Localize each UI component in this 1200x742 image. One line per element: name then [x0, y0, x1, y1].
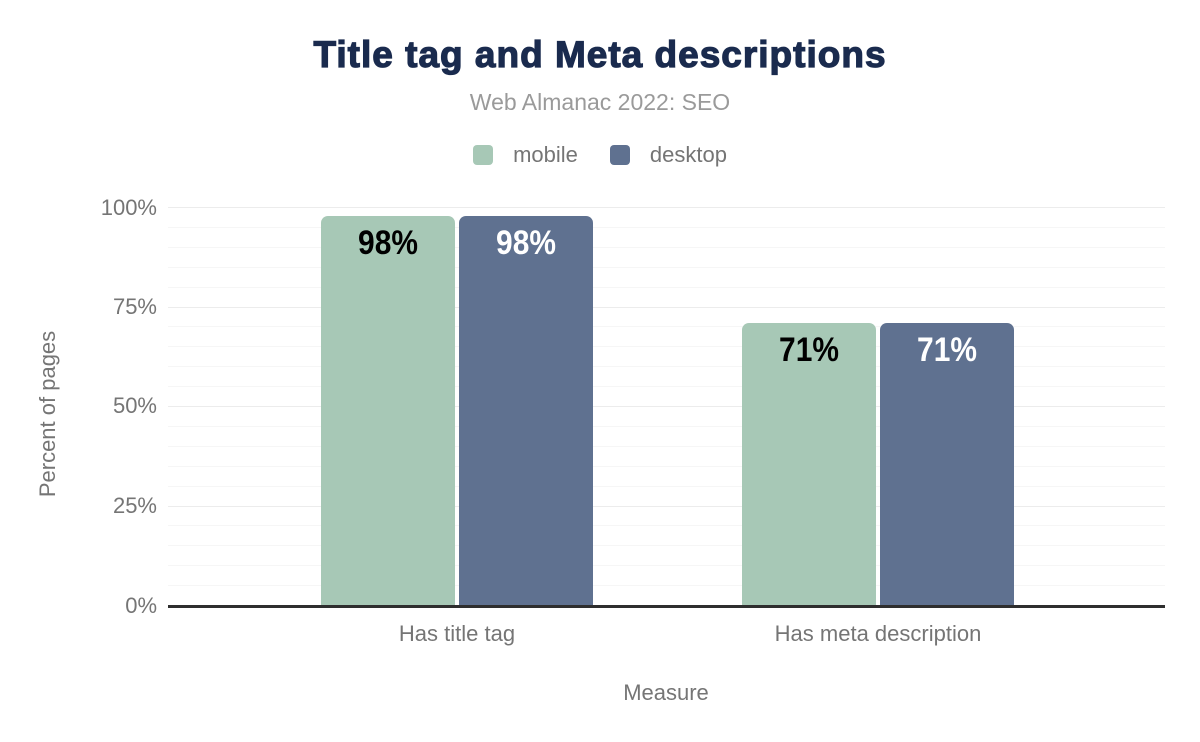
gridline-major	[168, 306, 1165, 308]
y-tick-50: 50%	[112, 393, 157, 418]
legend-label-mobile: mobile	[513, 142, 578, 167]
bar-desktop-has-meta-description[interactable]: 71%	[880, 323, 1014, 606]
gridline-minor	[168, 246, 1165, 248]
gridline-major	[168, 406, 1165, 407]
y-tick-75: 75%	[112, 294, 157, 319]
x-axis-title: Measure	[623, 680, 709, 705]
gridline-minor	[168, 366, 1165, 368]
bar-mobile-has-meta-description[interactable]: 71%	[742, 323, 876, 606]
gridline-minor	[168, 525, 1165, 527]
y-tick-0: 0%	[125, 593, 157, 618]
legend-swatch-mobile-icon	[473, 145, 494, 165]
gridline-minor	[168, 485, 1165, 487]
gridline-minor	[168, 465, 1165, 467]
bar-mobile-has-title-tag[interactable]: 98%	[321, 216, 455, 606]
gridline-minor	[168, 565, 1165, 567]
gridline-minor	[168, 585, 1165, 587]
legend-item-desktop[interactable]: desktop	[609, 142, 727, 168]
gridline-major	[168, 207, 1165, 208]
gridline-major	[168, 505, 1165, 507]
x-axis-baseline	[168, 605, 1165, 608]
x-category-label-has-title-tag: Has title tag	[398, 621, 516, 646]
gridline-minor	[168, 346, 1165, 348]
gridline-minor	[168, 386, 1165, 388]
legend-label-desktop: desktop	[649, 142, 727, 167]
bar-value-label: 71%	[779, 331, 839, 369]
gridline-minor	[168, 545, 1165, 547]
legend-item-mobile[interactable]: mobile	[473, 142, 578, 168]
bar-value-label: 98%	[496, 224, 556, 262]
plot-area: 98% 98% 71% 71%	[168, 207, 1165, 606]
bar-value-label: 98%	[358, 224, 418, 262]
gridline-minor	[168, 326, 1165, 328]
legend: mobile desktop	[0, 142, 1200, 168]
gridline-minor	[168, 266, 1165, 268]
gridline-minor	[168, 286, 1165, 288]
gridline-minor	[168, 445, 1165, 447]
bar-desktop-has-title-tag[interactable]: 98%	[459, 216, 593, 606]
x-category-label-has-meta-description: Has meta description	[774, 621, 982, 646]
y-tick-25: 25%	[112, 493, 157, 518]
gridline-minor	[168, 425, 1165, 427]
bar-value-label: 71%	[917, 331, 977, 369]
gridline-minor	[168, 226, 1165, 228]
chart-title: Title tag and Meta descriptions	[313, 33, 887, 75]
y-tick-100: 100%	[100, 195, 157, 220]
chart-subtitle: Web Almanac 2022: SEO	[469, 89, 731, 115]
legend-swatch-desktop-icon	[609, 145, 630, 165]
